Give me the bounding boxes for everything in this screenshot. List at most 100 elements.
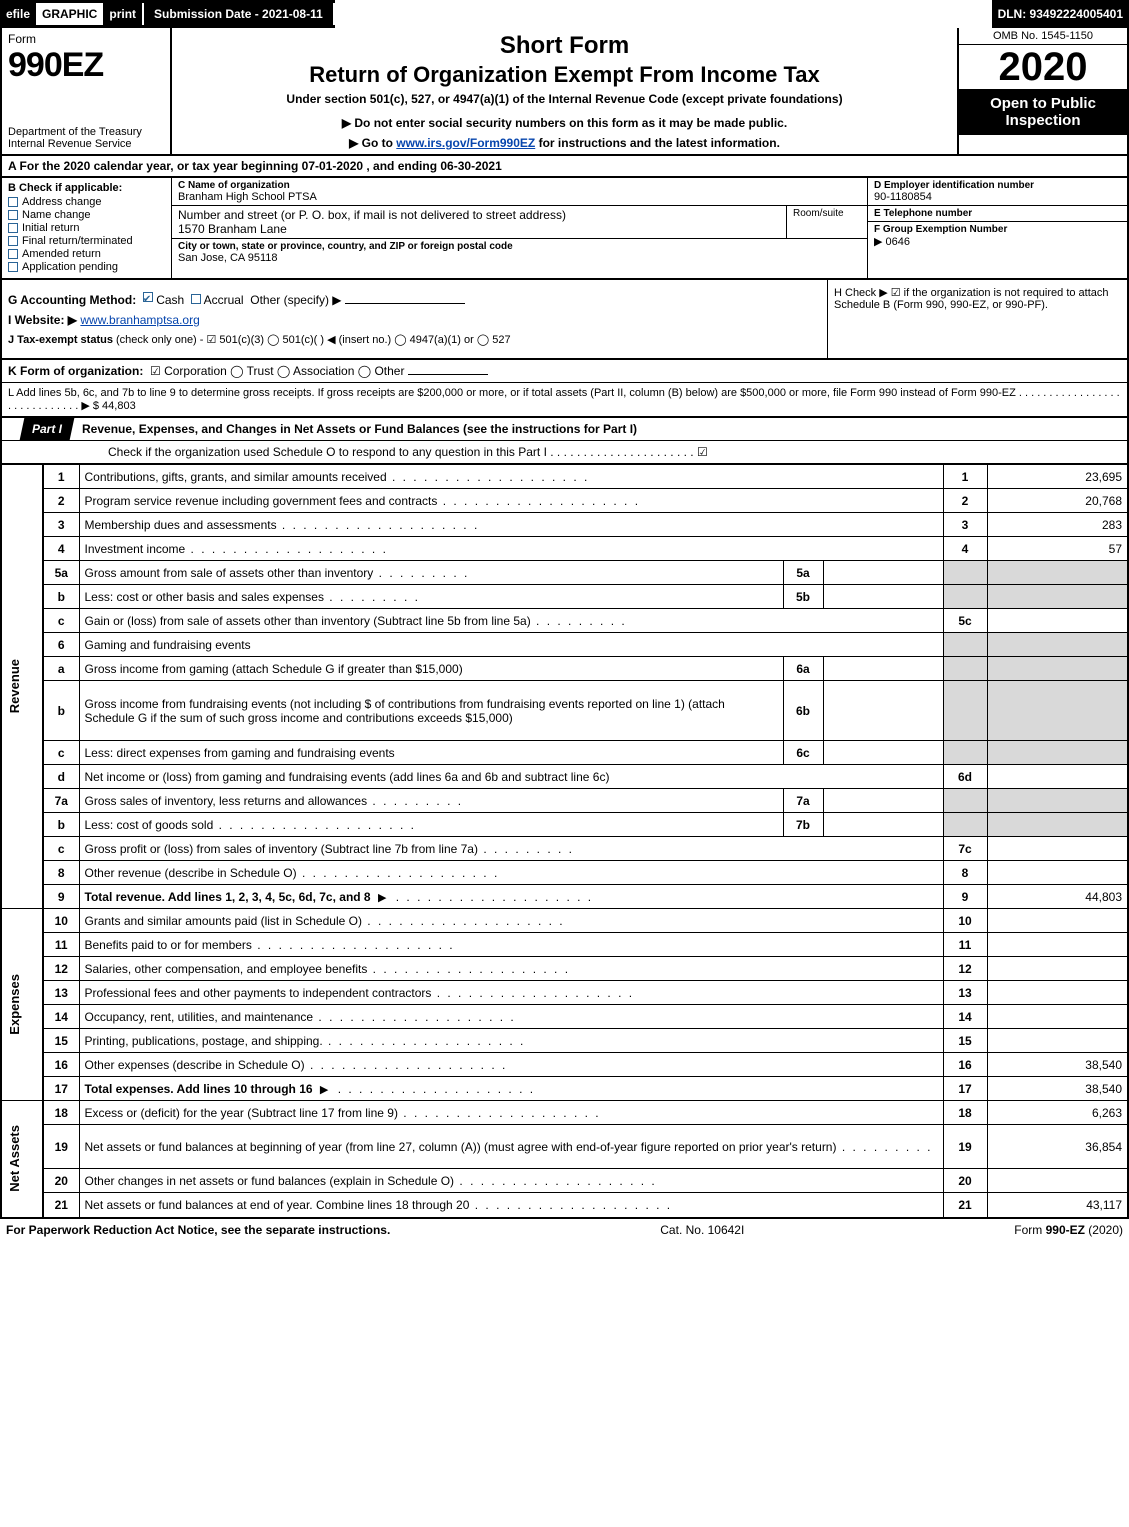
other-specify-input[interactable] bbox=[345, 303, 465, 304]
table-row: b Gross income from fundraising events (… bbox=[2, 681, 1127, 741]
org-name-label: C Name of organization bbox=[178, 180, 861, 191]
line-amount: 57 bbox=[987, 537, 1127, 561]
group-exemption-label: F Group Exemption Number bbox=[874, 224, 1121, 235]
line-ref bbox=[943, 681, 987, 741]
checkbox-name-change[interactable] bbox=[8, 210, 18, 220]
line-amount bbox=[987, 561, 1127, 585]
k-other-input[interactable] bbox=[408, 374, 488, 375]
line-desc: Membership dues and assessments bbox=[79, 513, 943, 537]
notice2-prefix: ▶ Go to bbox=[349, 136, 396, 150]
line-ref bbox=[943, 633, 987, 657]
tax-year: 2020 bbox=[959, 45, 1127, 89]
line-ref: 18 bbox=[943, 1101, 987, 1125]
table-row: c Gross profit or (loss) from sales of i… bbox=[2, 837, 1127, 861]
ghij-block: G Accounting Method: Cash Accrual Other … bbox=[0, 280, 1129, 360]
line-desc: Gain or (loss) from sale of assets other… bbox=[79, 609, 943, 633]
checkbox-accrual[interactable] bbox=[191, 294, 201, 304]
group-exemption-value: ▶ 0646 bbox=[874, 235, 1121, 248]
h-text: H Check ▶ ☑ if the organization is not r… bbox=[834, 286, 1121, 311]
table-row: 15 Printing, publications, postage, and … bbox=[2, 1029, 1127, 1053]
part-1-header: Part I Revenue, Expenses, and Changes in… bbox=[0, 418, 1129, 441]
inner-val bbox=[823, 789, 943, 813]
line-amount: 20,768 bbox=[987, 489, 1127, 513]
ein-label: D Employer identification number bbox=[874, 180, 1121, 191]
checkbox-amended-return[interactable] bbox=[8, 249, 18, 259]
line-amount: 38,540 bbox=[987, 1077, 1127, 1101]
l-row: L Add lines 5b, 6c, and 7b to line 9 to … bbox=[0, 383, 1129, 418]
line-desc: Gaming and fundraising events bbox=[79, 633, 943, 657]
checkbox-cash[interactable] bbox=[143, 292, 153, 302]
line-desc: Other revenue (describe in Schedule O) bbox=[79, 861, 943, 885]
table-row: b Less: cost or other basis and sales ex… bbox=[2, 585, 1127, 609]
line-amount bbox=[987, 837, 1127, 861]
expenses-side-label: Expenses bbox=[7, 974, 22, 1035]
line-amount: 38,540 bbox=[987, 1053, 1127, 1077]
line-amount bbox=[987, 741, 1127, 765]
line-num: 10 bbox=[43, 909, 79, 933]
table-row: 5a Gross amount from sale of assets othe… bbox=[2, 561, 1127, 585]
line-desc: Professional fees and other payments to … bbox=[79, 981, 943, 1005]
line-amount bbox=[987, 909, 1127, 933]
line-desc: Program service revenue including govern… bbox=[79, 489, 943, 513]
line-amount bbox=[987, 585, 1127, 609]
line-ref bbox=[943, 741, 987, 765]
k-row: K Form of organization: ☑ Corporation ◯ … bbox=[0, 360, 1129, 383]
line-num: b bbox=[43, 681, 79, 741]
inner-val bbox=[823, 561, 943, 585]
table-row: 17 Total expenses. Add lines 10 through … bbox=[2, 1077, 1127, 1101]
line-ref: 14 bbox=[943, 1005, 987, 1029]
graphic-button[interactable]: GRAPHIC bbox=[36, 3, 103, 25]
line-desc: Other expenses (describe in Schedule O) bbox=[79, 1053, 943, 1077]
inner-val bbox=[823, 741, 943, 765]
checkbox-address-change[interactable] bbox=[8, 197, 18, 207]
irs-link[interactable]: www.irs.gov/Form990EZ bbox=[396, 136, 535, 150]
checkbox-final-return[interactable] bbox=[8, 236, 18, 246]
inner-num: 7b bbox=[783, 813, 823, 837]
short-form-title: Short Form bbox=[182, 32, 947, 60]
checkbox-application-pending[interactable] bbox=[8, 262, 18, 272]
amended-return-label: Amended return bbox=[22, 248, 101, 260]
line-ref: 20 bbox=[943, 1169, 987, 1193]
section-b: B Check if applicable: Address change Na… bbox=[2, 178, 172, 278]
inner-num: 7a bbox=[783, 789, 823, 813]
inner-num: 5a bbox=[783, 561, 823, 585]
table-row: b Less: cost of goods sold 7b bbox=[2, 813, 1127, 837]
line-desc: Benefits paid to or for members bbox=[79, 933, 943, 957]
print-button[interactable]: print bbox=[103, 3, 142, 25]
line-ref: 5c bbox=[943, 609, 987, 633]
line-desc: Less: cost of goods sold bbox=[79, 813, 783, 837]
table-row: 12 Salaries, other compensation, and emp… bbox=[2, 957, 1127, 981]
inner-val bbox=[823, 657, 943, 681]
line-ref: 16 bbox=[943, 1053, 987, 1077]
header-center: Short Form Return of Organization Exempt… bbox=[172, 28, 957, 154]
line-ref: 7c bbox=[943, 837, 987, 861]
top-bar: efile GRAPHIC print Submission Date - 20… bbox=[0, 0, 1129, 28]
line-ref: 10 bbox=[943, 909, 987, 933]
line-desc: Salaries, other compensation, and employ… bbox=[79, 957, 943, 981]
line-desc: Total expenses. Add lines 10 through 16 bbox=[79, 1077, 943, 1101]
line-num: 3 bbox=[43, 513, 79, 537]
line-ref bbox=[943, 789, 987, 813]
line-desc: Net income or (loss) from gaming and fun… bbox=[79, 765, 943, 789]
arrow-icon bbox=[374, 890, 390, 904]
line-ref bbox=[943, 813, 987, 837]
line-ref: 12 bbox=[943, 957, 987, 981]
ein-value: 90-1180854 bbox=[874, 191, 1121, 203]
checkbox-initial-return[interactable] bbox=[8, 223, 18, 233]
line-desc: Excess or (deficit) for the year (Subtra… bbox=[79, 1101, 943, 1125]
part-1-title: Revenue, Expenses, and Changes in Net As… bbox=[72, 418, 1127, 440]
other-label: Other (specify) ▶ bbox=[250, 293, 341, 307]
part-1-sub: Check if the organization used Schedule … bbox=[0, 441, 1129, 464]
inner-val bbox=[823, 585, 943, 609]
line-ref: 19 bbox=[943, 1125, 987, 1169]
line-amount bbox=[987, 933, 1127, 957]
table-row: c Gain or (loss) from sale of assets oth… bbox=[2, 609, 1127, 633]
city-value: San Jose, CA 95118 bbox=[178, 252, 861, 264]
table-row: 13 Professional fees and other payments … bbox=[2, 981, 1127, 1005]
website-link[interactable]: www.branhamptsa.org bbox=[80, 313, 199, 327]
section-c: C Name of organization Branham High Scho… bbox=[172, 178, 867, 278]
j-detail: (check only one) - ☑ 501(c)(3) ◯ 501(c)(… bbox=[116, 334, 511, 346]
line-amount: 6,263 bbox=[987, 1101, 1127, 1125]
line-num: c bbox=[43, 609, 79, 633]
line-amount bbox=[987, 1005, 1127, 1029]
